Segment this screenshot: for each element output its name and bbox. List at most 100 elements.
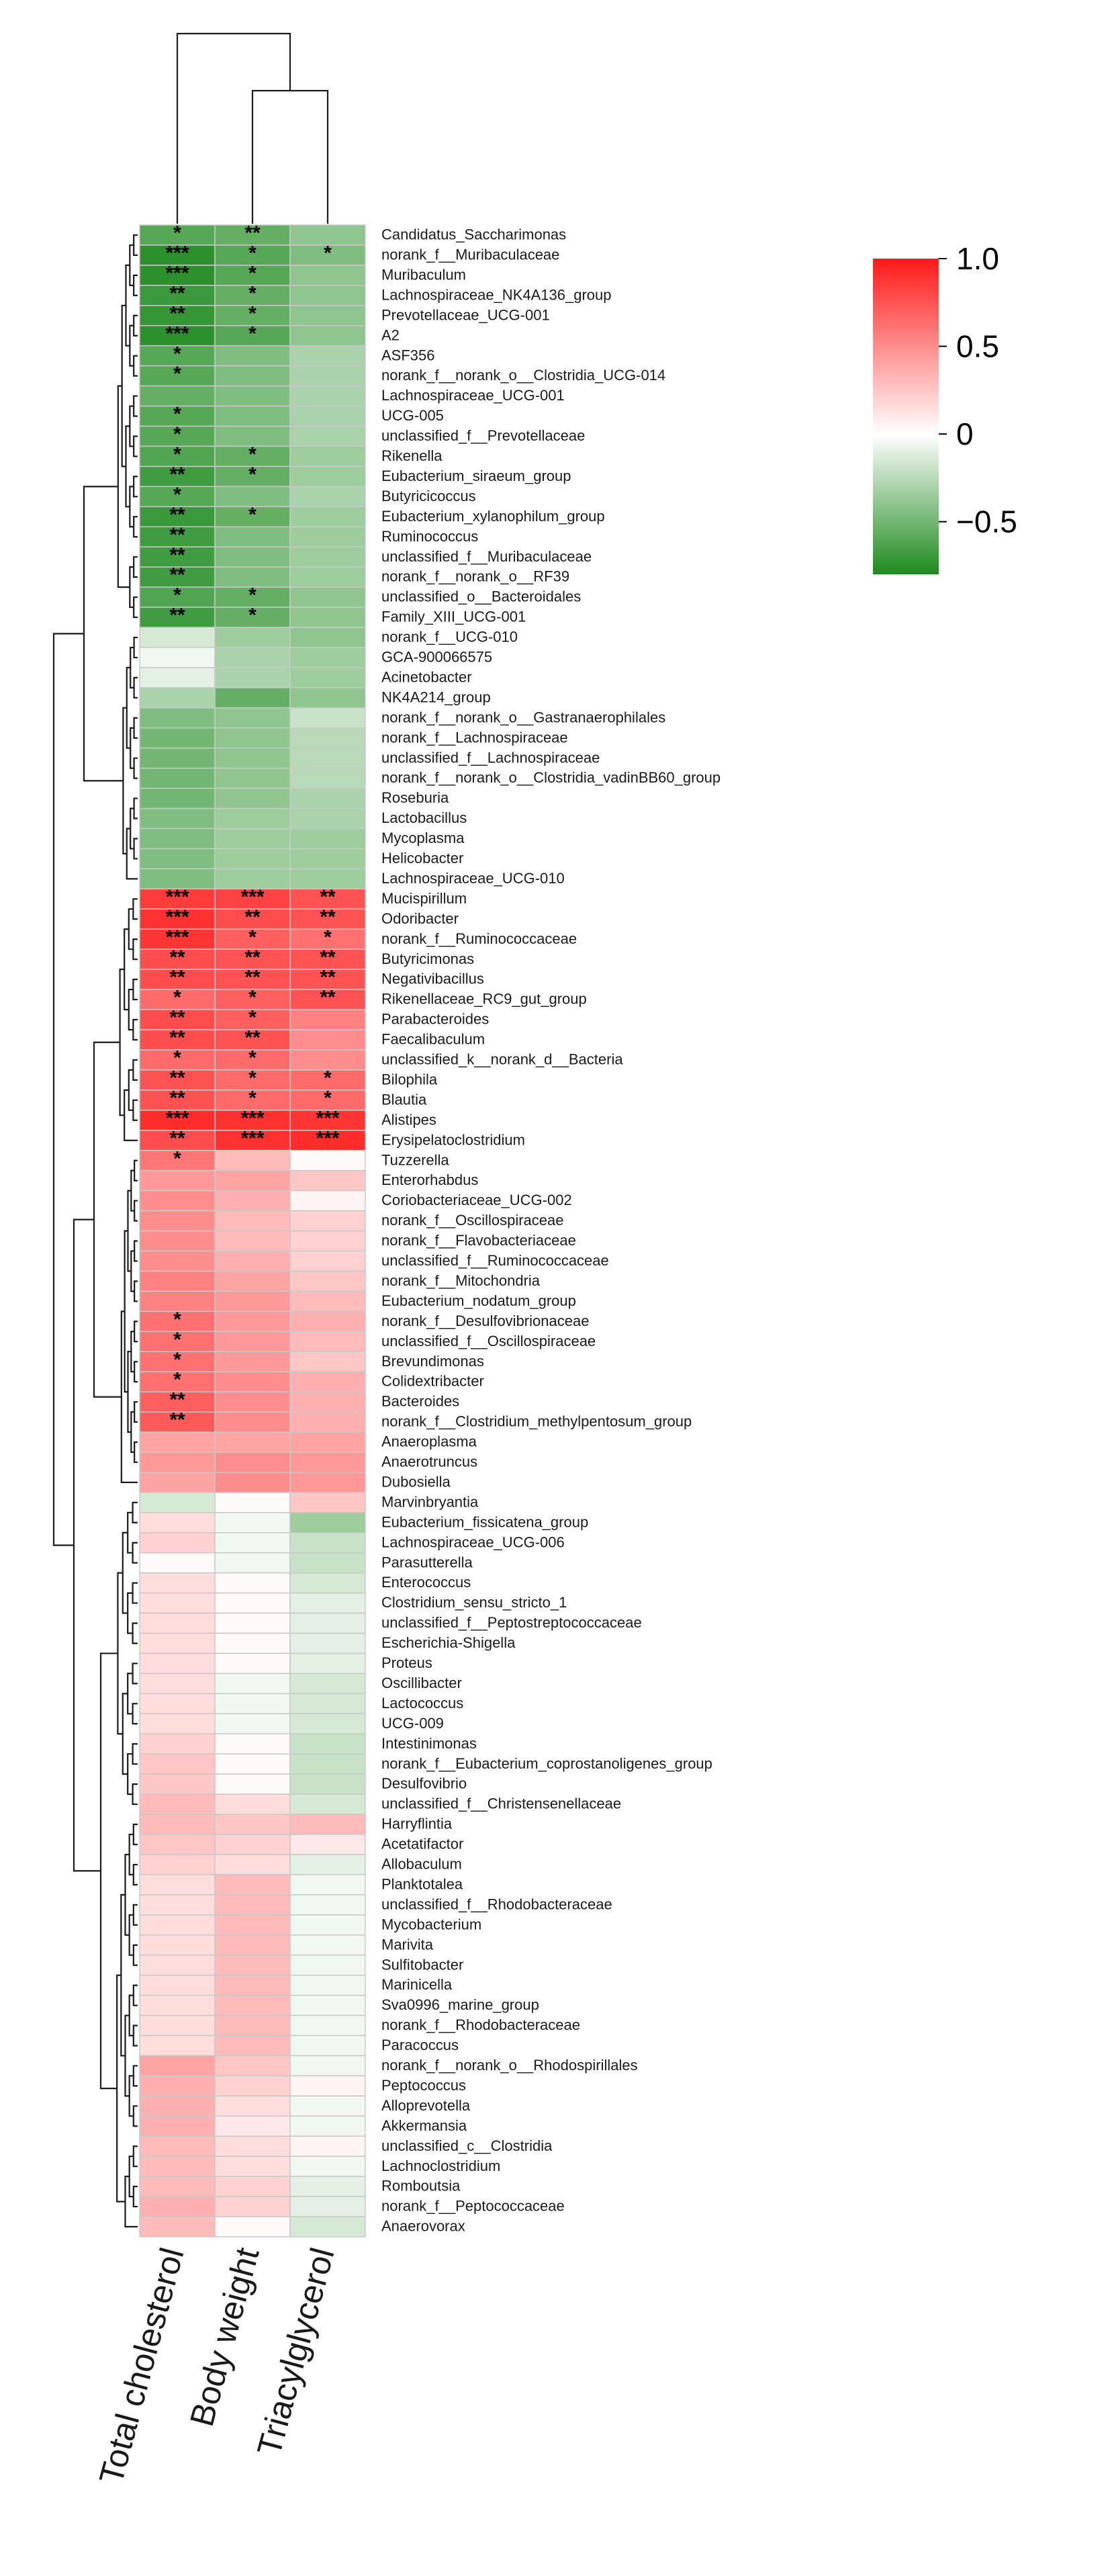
heatmap-cell — [289, 928, 366, 950]
dendrogram-branch — [73, 1218, 101, 1872]
row-label: Lachnospiraceae_UCG-006 — [381, 1534, 565, 1550]
heatmap-cell — [289, 2014, 366, 2037]
significance-star: ** — [169, 605, 185, 627]
heatmap-cell — [214, 1733, 291, 1755]
row-label: A2 — [381, 326, 400, 343]
significance-star: ** — [169, 282, 185, 304]
row-label: Anaerovorax — [381, 2218, 465, 2235]
dendrogram-branch — [132, 1582, 138, 1604]
significance-star: *** — [165, 926, 189, 948]
heatmap-cell — [289, 1311, 366, 1333]
heatmap-cell — [139, 647, 216, 668]
dendrogram-branch — [52, 633, 84, 1546]
heatmap-cell — [289, 828, 366, 850]
heatmap-cell — [289, 1250, 366, 1272]
row-label: unclassified_f__Prevotellaceae — [381, 427, 585, 444]
heatmap-cell — [289, 848, 366, 870]
heatmap-cell — [289, 2196, 366, 2217]
heatmap-cell — [139, 1090, 216, 1111]
heatmap-cell — [139, 1874, 216, 1896]
heatmap-cell — [139, 566, 216, 588]
dendrogram-branch — [126, 828, 138, 880]
dendrogram-branch — [133, 676, 138, 699]
heatmap-cell — [139, 1009, 216, 1030]
heatmap-cell — [139, 607, 216, 628]
heatmap-cell — [214, 1431, 291, 1453]
row-label: GCA-900066575 — [381, 649, 492, 666]
dendrogram-branch — [132, 1823, 138, 1846]
dendrogram-branch — [132, 1622, 138, 1644]
significance-star: ** — [244, 946, 261, 969]
significance-star: *** — [316, 1107, 339, 1129]
heatmap-cell — [289, 1029, 366, 1051]
heatmap-cell — [139, 1512, 216, 1534]
heatmap-cell — [139, 345, 216, 367]
significance-star: ** — [169, 1067, 185, 1089]
row-label: unclassified_o__Bacteroidales — [381, 588, 581, 605]
heatmap-cell — [214, 667, 291, 689]
heatmap-cell — [289, 425, 366, 447]
heatmap-cell — [214, 787, 291, 809]
color-legend: 1.0 0.5 0 −0.5 — [873, 241, 1017, 574]
dendrogram-branch — [132, 1743, 138, 1765]
significance-star: *** — [165, 1107, 189, 1129]
heatmap-cell — [289, 787, 366, 809]
heatmap-cell — [139, 2156, 216, 2177]
heatmap-cell — [139, 989, 216, 1010]
significance-stars: * ***** * **** *** *** **** ****** *** **** ******… — [165, 222, 339, 1431]
significance-star: ** — [320, 906, 336, 928]
row-label: unclassified_f__Ruminococcaceae — [381, 1252, 609, 1269]
heatmap-cell — [214, 1935, 291, 1956]
dendrogram-branch — [122, 1693, 128, 1775]
heatmap-cell — [214, 807, 291, 830]
significance-star: * — [324, 242, 332, 265]
heatmap-cell — [214, 828, 291, 850]
heatmap-cell — [289, 2075, 366, 2097]
row-label: Alistipes — [381, 1111, 436, 1128]
heatmap-cell — [289, 546, 366, 568]
significance-star: ** — [169, 504, 185, 526]
heatmap-cell — [139, 2135, 216, 2157]
heatmap-cell — [139, 2216, 216, 2237]
significance-star: * — [248, 1087, 257, 1109]
row-label: Faecalibaculum — [381, 1031, 485, 1048]
dendrogram-branch — [132, 1783, 138, 1806]
row-label: Marinicella — [381, 1976, 453, 1993]
legend-tick-label: −0.5 — [956, 504, 1017, 539]
significance-star: ** — [169, 967, 185, 989]
heatmap-cell — [214, 1854, 291, 1875]
heatmap-cell — [214, 1793, 291, 1815]
heatmap-cell — [289, 1431, 366, 1453]
heatmap-cell — [139, 1210, 216, 1232]
heatmap-cell — [214, 586, 291, 608]
heatmap-cell — [139, 1974, 216, 1996]
row-label: Planktotalea — [381, 1875, 463, 1892]
heatmap-cell — [214, 1210, 291, 1232]
heatmap-cell — [289, 1713, 366, 1735]
significance-star: ** — [169, 1027, 185, 1049]
significance-star: * — [173, 584, 181, 607]
row-label: Alloprevotella — [381, 2097, 471, 2114]
row-label: Helicobacter — [381, 850, 463, 867]
row-label: norank_f__norank_o__Clostridia_UCG-014 — [381, 367, 665, 384]
heatmap-cell — [214, 1572, 291, 1594]
significance-star: * — [173, 1329, 181, 1351]
significance-star: ** — [244, 1027, 261, 1049]
heatmap-cell — [214, 1693, 291, 1715]
heatmap-cell — [139, 1190, 216, 1212]
dendrogram-branch — [133, 234, 138, 257]
significance-star: * — [248, 463, 257, 486]
heatmap-cell — [214, 627, 291, 648]
heatmap-cell — [289, 607, 366, 628]
row-label: Rikenella — [381, 447, 443, 464]
heatmap-cell — [139, 486, 216, 508]
heatmap-cell — [289, 586, 366, 608]
dendrogram-branch — [132, 1099, 138, 1121]
heatmap-cell — [289, 1411, 366, 1433]
heatmap-cell — [139, 747, 216, 769]
dendrogram-branch — [127, 1592, 133, 1634]
heatmap-cell — [289, 506, 366, 527]
dendrogram-branch — [128, 1833, 134, 1875]
row-label: unclassified_c__Clostridia — [381, 2137, 553, 2154]
